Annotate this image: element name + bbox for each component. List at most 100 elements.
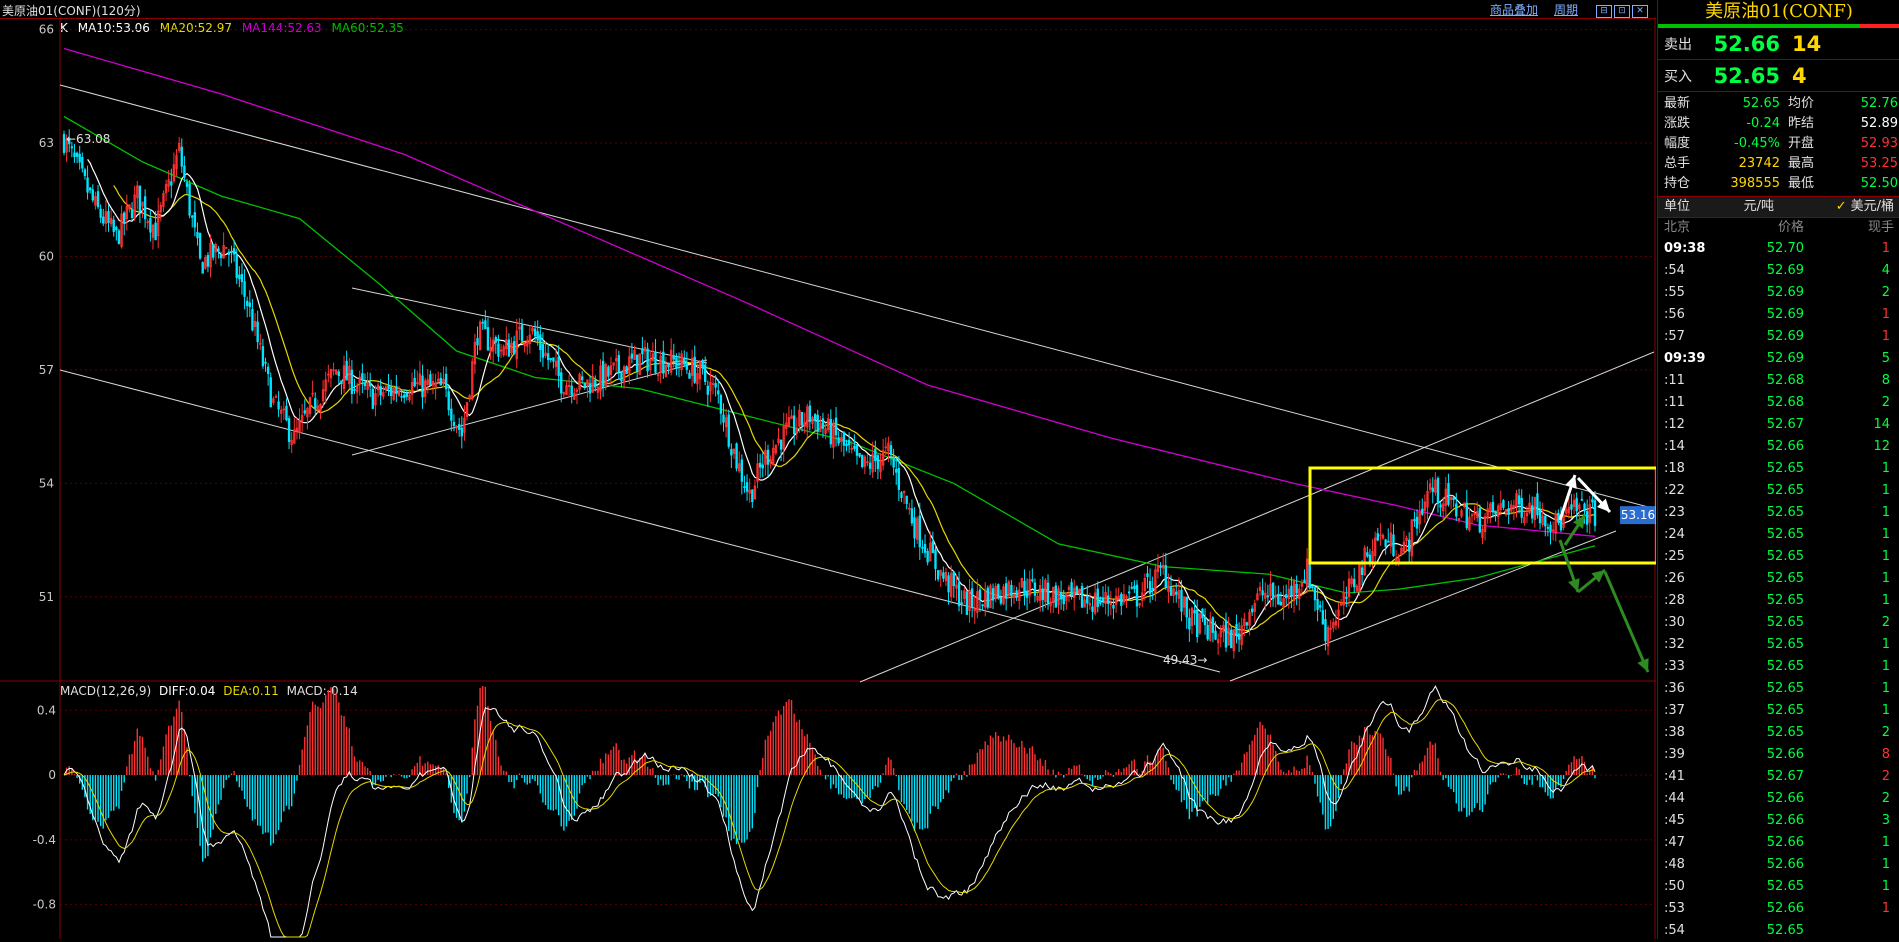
price-chart-svg[interactable]: 51 54 57 60 63 66 0.4 0 -0.4 -0.8 ←63.08 49.43→ 53.1… [0,0,1656,939]
close-icon[interactable]: ✕ [1632,4,1648,18]
candle-body [264,361,267,364]
tick-qty: 1 [1881,483,1890,498]
tick-qty: 3 [1881,813,1890,828]
tick-row: :12 52.67 14 [1658,414,1899,436]
minimize-icon[interactable]: ⊟ [1596,4,1612,18]
tick-price: 52.66 [1766,439,1804,454]
candle-body [573,392,576,400]
tick-qty: 1 [1881,637,1890,652]
candle-body [1578,504,1581,510]
candle-body [240,274,244,282]
candle-body [931,540,935,554]
candle-body [1415,516,1419,529]
candle-body [908,507,911,510]
candle-body [170,181,173,186]
tick-time: :24 [1664,527,1685,542]
arrow-green-up-2-head [1591,570,1605,583]
macd-tick-label: -0.8 [33,898,56,912]
macd-histogram [65,686,1596,862]
candle-body [259,342,262,345]
candle-body [248,302,251,307]
candle-body [1156,565,1160,572]
tick-qty: 1 [1881,241,1890,256]
unit-option-usd[interactable]: ✓ 美元/桶 [1774,197,1899,217]
candle-body [567,384,571,387]
candle-body [1536,493,1539,516]
candle-body [1326,627,1330,647]
candle-body [225,247,228,249]
candle-body [740,459,744,482]
tick-qty: 1 [1881,549,1890,564]
candle-body [1219,630,1222,638]
candle-body [583,382,586,388]
candle-body [599,365,602,392]
candle-body [1282,597,1285,609]
candle-body [630,353,634,359]
candle-body [1565,509,1568,514]
arrow-green-down-2 [1603,571,1650,673]
candle-body [1580,498,1584,501]
tick-row: :54 52.65 [1658,920,1899,942]
candle-body [1342,592,1345,606]
candle-body [528,334,532,344]
candle-body [1148,581,1152,594]
candle-body [743,486,746,489]
candle-body [384,386,388,390]
tick-price: 52.66 [1766,791,1804,806]
candle-body [400,395,403,398]
tick-time: :36 [1664,681,1685,696]
candle-body [1408,539,1411,552]
candle-body [431,381,435,386]
candle-body [1449,497,1453,501]
tick-qty: 2 [1881,769,1890,784]
tick-time: :11 [1664,395,1685,410]
overlay-link[interactable]: 商品叠加 [1489,3,1538,17]
candle-body [591,376,594,393]
candle-body [1049,601,1052,607]
candle-body [719,395,723,414]
candle-body [374,393,377,406]
candle-body [1256,593,1259,601]
candle-body [138,185,142,212]
tick-qty: 8 [1881,373,1890,388]
symbol-label: 美原油01(CONF)(120分) [2,4,141,18]
tick-time: :14 [1664,439,1685,454]
candle-body [842,431,846,446]
restore-icon[interactable]: ⊡ [1614,4,1630,18]
candle-body [1287,588,1290,599]
candle-body [175,155,178,170]
candle-body [198,232,202,259]
arrow-white-up-head [1565,475,1577,489]
candle-body [1198,613,1202,634]
chart-area[interactable]: 美原油01(CONF)(120分) 商品叠加 周期 ⊟ ⊡ ✕ K MA10:53.… [0,0,1656,939]
candle-body [143,196,147,220]
price-tick-label: 63 [39,136,54,150]
candle-body [1196,609,1199,638]
candle-body [541,344,545,358]
candle-body [253,321,257,328]
candle-body [1059,592,1063,600]
candle-body [193,212,197,228]
candle-body [612,362,615,366]
candle-body [1465,502,1468,529]
unit-option-yuan[interactable]: 元/吨 [1743,199,1774,214]
stat-v: -0.24 [1746,116,1780,131]
tick-time: :44 [1664,791,1685,806]
candle-body [1483,516,1487,533]
candle-body [471,361,474,400]
candle-body [227,251,231,255]
candle-body [1353,578,1356,588]
candle-body [1298,588,1301,599]
candle-body [494,337,498,343]
tick-time: :41 [1664,769,1685,784]
tick-qty: 1 [1881,571,1890,586]
period-link[interactable]: 周期 [1553,3,1578,17]
candle-body [1394,558,1398,561]
ticks-list[interactable]: 09:38 52.70 1:54 52.69 4:55 52.69 2:56 52.69 1:5… [1658,238,1899,942]
candle-body [1023,580,1026,596]
candle-body [256,321,259,343]
candle-body [410,382,414,395]
candle-body [389,386,393,396]
candle-body [426,379,429,385]
candle-body [99,208,102,218]
